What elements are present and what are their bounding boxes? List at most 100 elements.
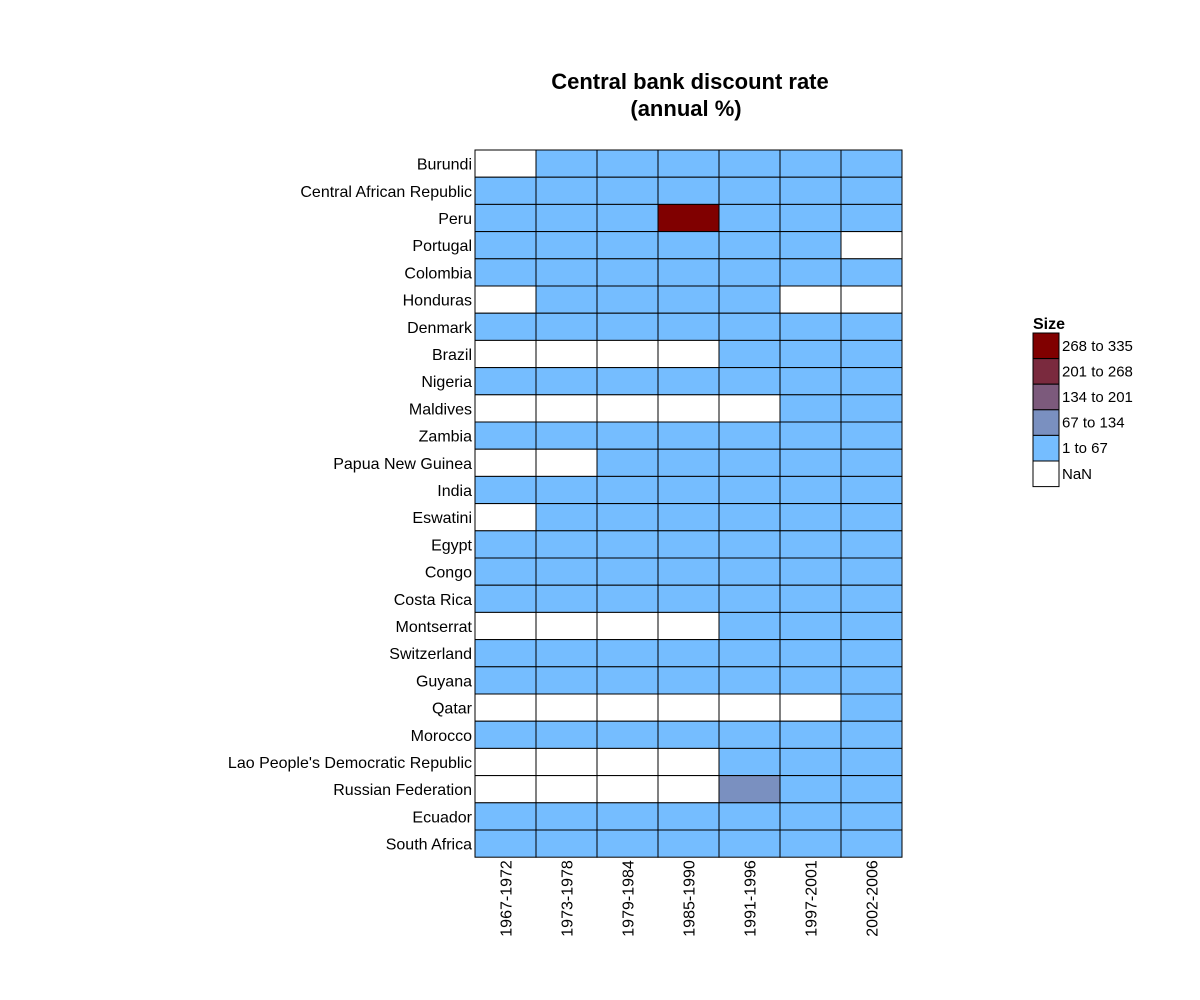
heatmap-cell-ecuador-1997-2001 — [779, 802, 842, 831]
heatmap-cell-south-africa-1985-1990 — [657, 829, 720, 858]
heatmap-cell-india-1997-2001 — [779, 475, 842, 505]
column-label-2002-2006: 2002-2006 — [865, 860, 882, 937]
heatmap-cell-guyana-1991-1996 — [718, 666, 781, 695]
heatmap-cell-costa-rica-1967-1972 — [474, 584, 537, 613]
heatmap-cell-guyana-2002-2006 — [840, 666, 903, 695]
heatmap-cell-zambia-1997-2001 — [779, 421, 842, 450]
heatmap-cell-brazil-1985-1990 — [657, 339, 720, 369]
heatmap-cell-switzerland-2002-2006 — [840, 639, 903, 668]
row-label-morocco: Morocco — [411, 728, 472, 745]
heatmap-cell-denmark-1973-1978 — [535, 312, 598, 341]
heatmap-cell-costa-rica-1991-1996 — [718, 584, 781, 613]
heatmap-cell-congo-1967-1972 — [474, 557, 537, 586]
heatmap-cell-guyana-1967-1972 — [474, 666, 537, 695]
heatmap-cell-denmark-1967-1972 — [474, 312, 537, 341]
heatmap-cell-central-african-republic-1979-1984 — [596, 176, 659, 205]
heatmap-cell-nigeria-1985-1990 — [657, 367, 720, 396]
row-label-russian-federation: Russian Federation — [333, 782, 472, 799]
heatmap-cell-zambia-1973-1978 — [535, 421, 598, 450]
heatmap-cell-montserrat-1967-1972 — [474, 611, 537, 641]
heatmap-cell-lao-people-s-democratic-republic-1979-1984 — [596, 747, 659, 777]
heatmap-cell-russian-federation-1973-1978 — [535, 775, 598, 804]
heatmap-cell-costa-rica-1985-1990 — [657, 584, 720, 613]
heatmap-cell-switzerland-1973-1978 — [535, 639, 598, 668]
legend-swatch-nan — [1032, 460, 1060, 488]
legend-swatch-201-to-268 — [1032, 358, 1060, 385]
heatmap-cell-eswatini-2002-2006 — [840, 503, 903, 532]
heatmap-cell-zambia-1967-1972 — [474, 421, 537, 450]
row-labels: Burundi Central African Republic Peru Portu… — [228, 157, 473, 854]
heatmap-cell-south-africa-1973-1978 — [535, 829, 598, 858]
heatmap-cell-lao-people-s-democratic-republic-1991-1996 — [718, 747, 781, 777]
row-label-zambia: Zambia — [419, 429, 472, 446]
heatmap-cell-congo-2002-2006 — [840, 557, 903, 586]
heatmap-cell-central-african-republic-1985-1990 — [657, 176, 720, 205]
heatmap-cell-portugal-1985-1990 — [657, 231, 720, 260]
heatmap-cell-burundi-1991-1996 — [718, 149, 781, 178]
heatmap-cell-brazil-1979-1984 — [596, 339, 659, 369]
heatmap-cell-eswatini-1973-1978 — [535, 503, 598, 532]
heatmap-cell-brazil-1967-1972 — [474, 339, 537, 369]
heatmap-cell-morocco-1967-1972 — [474, 720, 537, 749]
row-label-peru: Peru — [438, 211, 472, 228]
legend-swatch-1-to-67 — [1032, 434, 1060, 462]
row-label-ecuador: Ecuador — [412, 809, 472, 826]
heatmap-cell-russian-federation-1979-1984 — [596, 775, 659, 804]
row-label-eswatini: Eswatini — [412, 510, 472, 527]
heatmap-cell-congo-1973-1978 — [535, 557, 598, 586]
heatmap-cell-lao-people-s-democratic-republic-1967-1972 — [474, 747, 537, 777]
legend-swatch-268-to-335 — [1032, 332, 1060, 360]
heatmap-cell-portugal-1967-1972 — [474, 231, 537, 260]
heatmap-cell-guyana-1979-1984 — [596, 666, 659, 695]
legend-label-201-to-268: 201 to 268 — [1062, 363, 1133, 380]
heatmap-cell-central-african-republic-1967-1972 — [474, 176, 537, 205]
row-label-switzerland: Switzerland — [389, 646, 472, 663]
column-label-1991-1996: 1991-1996 — [743, 860, 760, 937]
heatmap-cell-colombia-1973-1978 — [535, 258, 598, 287]
row-label-congo: Congo — [425, 565, 472, 582]
heatmap-cell-egypt-1967-1972 — [474, 530, 537, 559]
heatmap-cell-colombia-1979-1984 — [596, 258, 659, 287]
heatmap-cell-burundi-2002-2006 — [840, 149, 903, 178]
heatmap-cell-india-1967-1972 — [474, 475, 537, 505]
heatmap-cell-morocco-2002-2006 — [840, 720, 903, 749]
row-label-maldives: Maldives — [409, 401, 472, 418]
heatmap-cell-montserrat-1973-1978 — [535, 611, 598, 641]
column-label-1979-1984: 1979-1984 — [621, 860, 638, 937]
heatmap-cell-papua-new-guinea-1967-1972 — [474, 448, 537, 477]
heatmap-cell-portugal-1997-2001 — [779, 231, 842, 260]
column-label-1985-1990: 1985-1990 — [682, 860, 699, 937]
heatmap-cell-qatar-1985-1990 — [657, 693, 720, 722]
legend-label-268-to-335: 268 to 335 — [1062, 338, 1133, 355]
heatmap-cell-nigeria-1991-1996 — [718, 367, 781, 396]
heatmap-cell-congo-1997-2001 — [779, 557, 842, 586]
heatmap-cell-colombia-2002-2006 — [840, 258, 903, 287]
row-label-south-africa: South Africa — [386, 837, 472, 854]
heatmap-cell-brazil-1973-1978 — [535, 339, 598, 369]
row-label-brazil: Brazil — [432, 347, 472, 364]
heatmap-cell-qatar-1973-1978 — [535, 693, 598, 722]
heatmap-cell-lao-people-s-democratic-republic-2002-2006 — [840, 747, 903, 777]
heatmap-cell-qatar-1997-2001 — [779, 693, 842, 722]
row-label-colombia: Colombia — [404, 265, 472, 282]
heatmap-cell-lao-people-s-democratic-republic-1973-1978 — [535, 747, 598, 777]
row-label-honduras: Honduras — [403, 293, 472, 310]
heatmap-cell-montserrat-1991-1996 — [718, 611, 781, 641]
heatmap-cell-peru-1967-1972 — [474, 203, 537, 233]
heatmap-cell-egypt-1973-1978 — [535, 530, 598, 559]
heatmap-cell-zambia-1991-1996 — [718, 421, 781, 450]
heatmap-cell-papua-new-guinea-2002-2006 — [840, 448, 903, 477]
heatmap-cell-burundi-1985-1990 — [657, 149, 720, 178]
heatmap-cell-india-1979-1984 — [596, 475, 659, 505]
heatmap-cell-costa-rica-2002-2006 — [840, 584, 903, 613]
heatmap-cell-eswatini-1997-2001 — [779, 503, 842, 532]
legend-label-134-to-201: 134 to 201 — [1062, 389, 1133, 406]
heatmap-cell-switzerland-1991-1996 — [718, 639, 781, 668]
heatmap-cell-brazil-2002-2006 — [840, 339, 903, 369]
row-label-denmark: Denmark — [407, 320, 473, 337]
heatmap-cell-guyana-1973-1978 — [535, 666, 598, 695]
heatmap-cell-ecuador-1967-1972 — [474, 802, 537, 831]
heatmap-cell-russian-federation-1985-1990 — [657, 775, 720, 804]
row-label-egypt: Egypt — [431, 537, 472, 554]
heatmap-cell-honduras-1967-1972 — [474, 285, 537, 314]
